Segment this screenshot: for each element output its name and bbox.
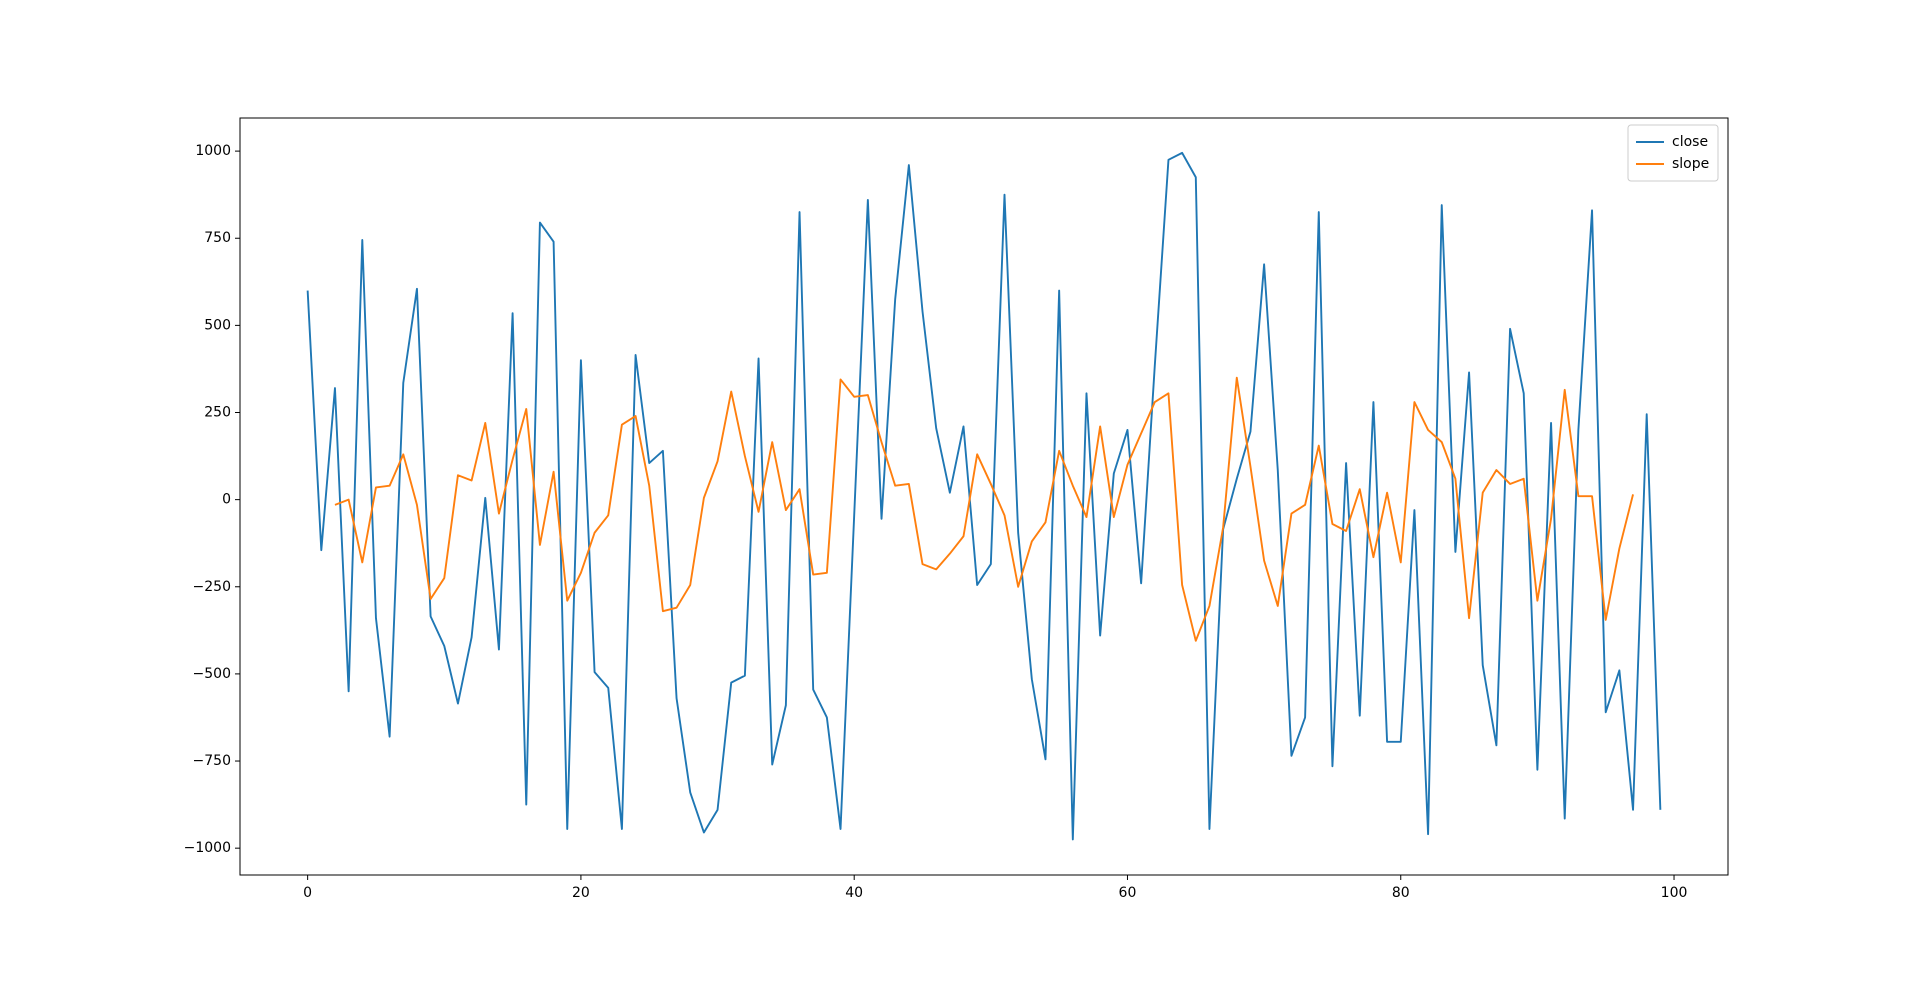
x-tick-label: 20 xyxy=(572,885,590,901)
x-tick-label: 80 xyxy=(1392,885,1410,901)
y-tick-label: −500 xyxy=(193,666,231,682)
plot-frame xyxy=(239,117,1729,876)
y-tick-label: −750 xyxy=(193,753,231,769)
x-tick-label: 40 xyxy=(845,885,863,901)
series-line xyxy=(334,376,1634,642)
legend-label: slope xyxy=(1672,156,1709,172)
x-tick-label: 100 xyxy=(1661,885,1688,901)
y-tick-label: −1000 xyxy=(184,840,231,856)
y-tick-label: −250 xyxy=(193,579,231,595)
legend-label: close xyxy=(1672,134,1708,150)
x-tick-label: 0 xyxy=(303,885,312,901)
y-tick-label: 1000 xyxy=(195,143,231,159)
y-tick-label: 750 xyxy=(204,230,231,246)
y-tick-label: 500 xyxy=(204,317,231,333)
y-tick-label: 0 xyxy=(222,492,231,508)
legend: close slope xyxy=(1627,124,1719,182)
y-tick-label: 250 xyxy=(204,405,231,421)
series-line xyxy=(306,151,1662,841)
x-tick-label: 60 xyxy=(1119,885,1137,901)
legend-box xyxy=(1627,124,1719,182)
